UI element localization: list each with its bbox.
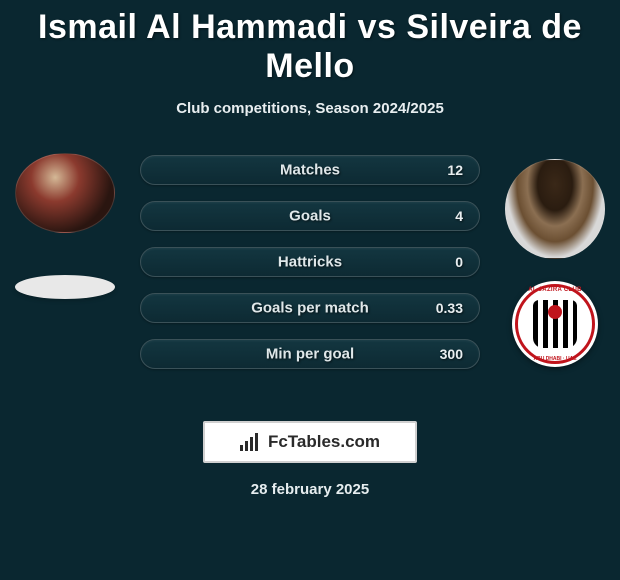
player-right-avatar — [505, 159, 605, 259]
stat-label: Min per goal — [141, 346, 479, 363]
stat-value-right: 0.33 — [436, 300, 463, 316]
club-badge-bottom-text: ABU DHABI · UAE — [512, 356, 598, 362]
brand-text: FcTables.com — [268, 432, 380, 452]
stat-label: Goals — [141, 208, 479, 225]
club-badge-ball — [548, 305, 562, 319]
stat-row-goals-per-match: Goals per match 0.33 — [140, 293, 480, 323]
stat-label: Matches — [141, 162, 479, 179]
stat-value-right: 300 — [440, 346, 463, 362]
stat-row-goals: Goals 4 — [140, 201, 480, 231]
subtitle: Club competitions, Season 2024/2025 — [0, 100, 620, 117]
page-title: Ismail Al Hammadi vs Silveira de Mello — [0, 0, 620, 86]
comparison-area: AL JAZIRA CLUB ABU DHABI · UAE Matches 1… — [0, 153, 620, 413]
player-right-club-badge: AL JAZIRA CLUB ABU DHABI · UAE — [512, 281, 598, 367]
stat-value-right: 4 — [455, 208, 463, 224]
stat-row-min-per-goal: Min per goal 300 — [140, 339, 480, 369]
player-left-column — [0, 153, 130, 299]
player-left-avatar — [15, 153, 115, 233]
stats-list: Matches 12 Goals 4 Hattricks 0 Goals per… — [140, 155, 480, 385]
stat-label: Hattricks — [141, 254, 479, 271]
club-badge-top-text: AL JAZIRA CLUB — [512, 287, 598, 293]
bar-chart-icon — [240, 433, 262, 451]
stat-row-hattricks: Hattricks 0 — [140, 247, 480, 277]
player-left-club-placeholder — [15, 275, 115, 299]
brand-attribution: FcTables.com — [203, 421, 417, 463]
stat-value-right: 0 — [455, 254, 463, 270]
stat-label: Goals per match — [141, 300, 479, 317]
stat-value-right: 12 — [447, 162, 463, 178]
date-text: 28 february 2025 — [0, 481, 620, 498]
stat-row-matches: Matches 12 — [140, 155, 480, 185]
player-right-column: AL JAZIRA CLUB ABU DHABI · UAE — [490, 153, 620, 367]
